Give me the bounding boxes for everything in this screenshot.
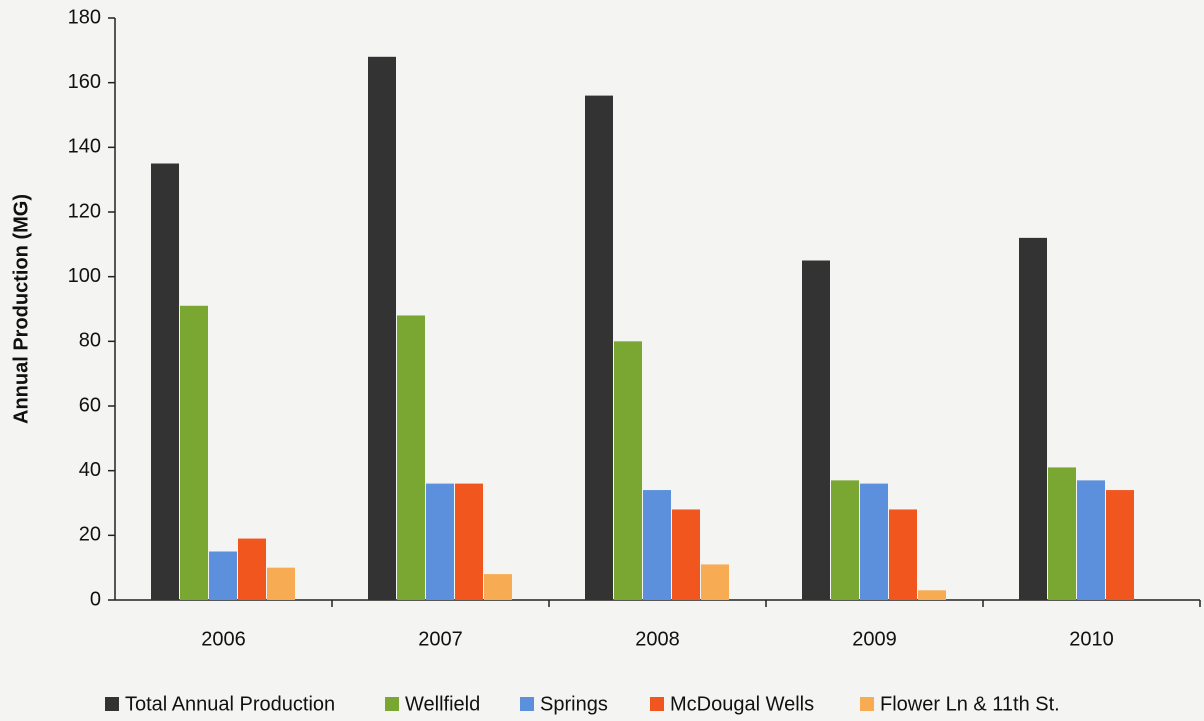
legend-label: Total Annual Production [125,693,335,715]
bar [426,483,454,600]
y-tick-label: 180 [68,6,101,28]
bar [484,574,512,600]
y-tick-label: 100 [68,265,101,287]
legend-swatch [650,697,664,711]
x-tick-label: 2009 [852,628,897,650]
y-tick-label: 80 [79,330,101,352]
legend-label: Wellfield [405,693,480,715]
legend-swatch [860,697,874,711]
y-tick-label: 60 [79,394,101,416]
bar [455,483,483,600]
bar [701,564,729,600]
bar [802,260,830,600]
y-tick-label: 0 [90,588,101,610]
y-tick-label: 160 [68,71,101,93]
bar [1106,490,1134,600]
y-tick-label: 40 [79,459,101,481]
bar [1019,237,1047,600]
bar [180,305,208,600]
x-tick-label: 2007 [418,628,463,650]
x-tick-label: 2006 [201,628,246,650]
legend-swatch [385,697,399,711]
legend-swatch [520,697,534,711]
bar [918,590,946,600]
bar [368,56,396,601]
bar [1048,467,1076,600]
legend-swatch [105,697,119,711]
bar [397,315,425,600]
bar [889,509,917,600]
legend-label: Flower Ln & 11th St. [880,693,1060,715]
x-tick-label: 2008 [635,628,680,650]
bar [1077,480,1105,600]
x-tick-label: 2010 [1069,628,1114,650]
y-tick-label: 140 [68,136,101,158]
legend-label: McDougal Wells [670,693,814,715]
bar [585,95,613,600]
bar [267,567,295,600]
bar [860,483,888,600]
y-tick-label: 20 [79,524,101,546]
bar [151,163,179,600]
bar [614,341,642,600]
bar [831,480,859,600]
bar [672,509,700,600]
bar [238,538,266,600]
legend-label: Springs [540,693,608,715]
bar [643,490,671,600]
y-tick-label: 120 [68,200,101,222]
y-axis-label: Annual Production (MG) [10,194,32,424]
bar [209,551,237,600]
